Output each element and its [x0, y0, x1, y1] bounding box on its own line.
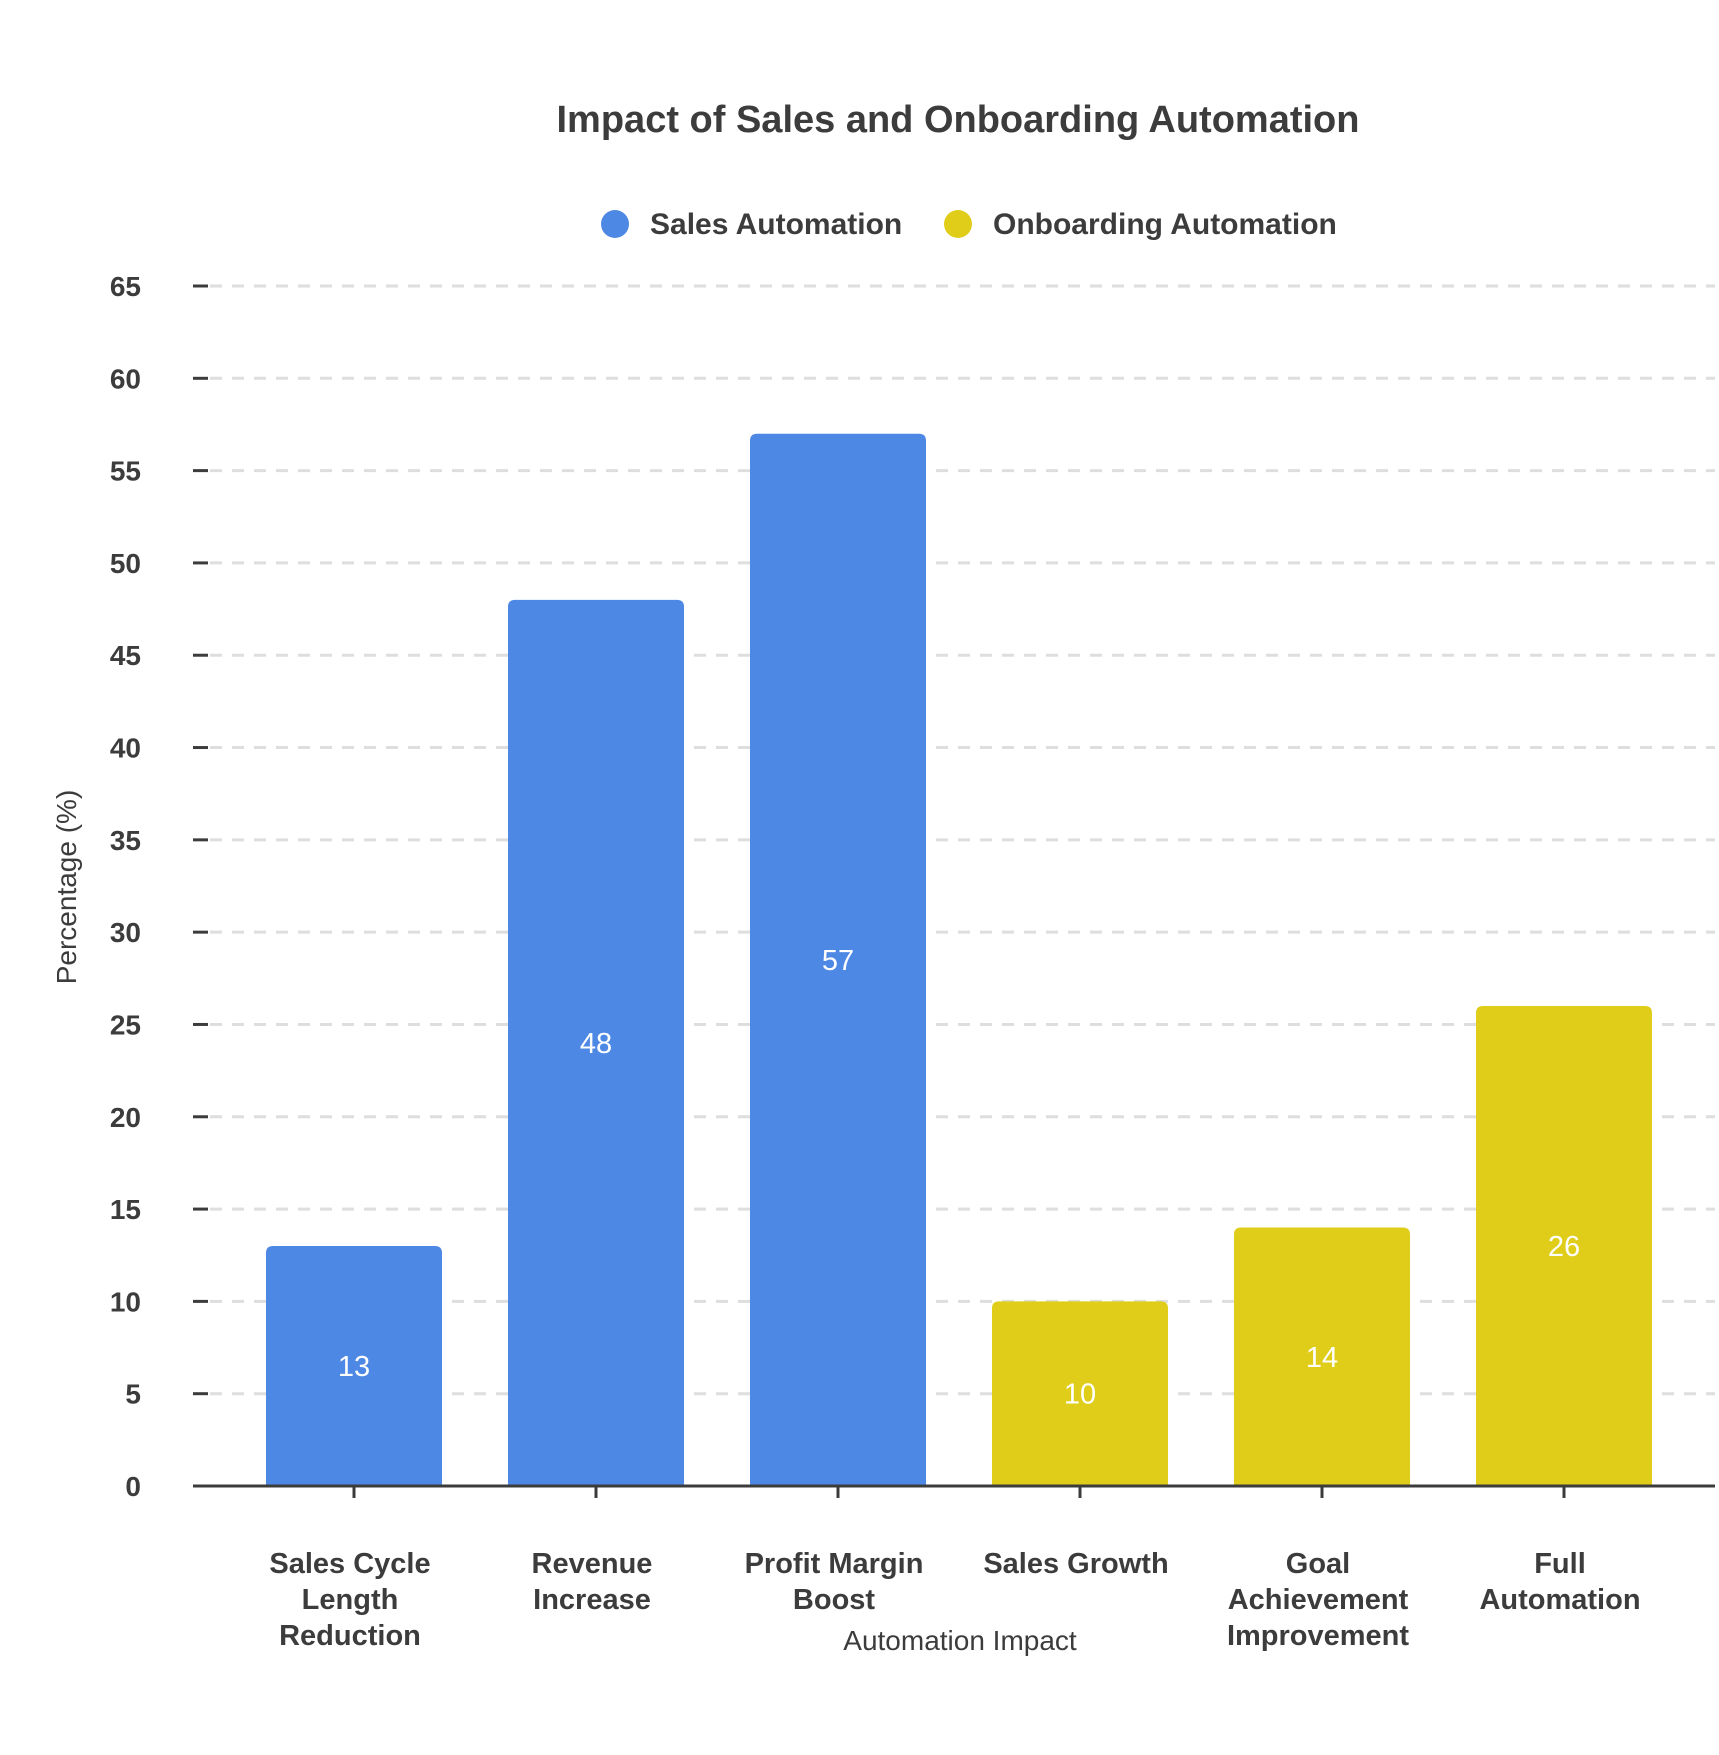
y-tick-label-65: 65 — [110, 271, 141, 302]
bar-2 — [750, 433, 926, 1486]
y-tick-label-40: 40 — [110, 733, 141, 764]
chart-title: Impact of Sales and Onboarding Automatio… — [557, 99, 1360, 141]
y-tick-label-10: 10 — [110, 1286, 141, 1317]
data-label-0: 13 — [338, 1351, 370, 1383]
y-tick-label-5: 5 — [125, 1379, 141, 1410]
y-axis-label: Percentage (%) — [51, 790, 82, 985]
x-axis-label: Automation Impact — [843, 1625, 1077, 1656]
bar-3 — [992, 1301, 1168, 1486]
y-tick-label-30: 30 — [110, 917, 141, 948]
x-tick-label-5: Full Automation — [1479, 1548, 1640, 1616]
legend-marker-1 — [944, 210, 972, 238]
x-tick-label-3: Sales Growth — [983, 1548, 1168, 1580]
y-axis: 0 5 10 15 20 25 30 35 40 45 50 55 60 65 — [110, 271, 208, 1502]
y-tick-label-25: 25 — [110, 1009, 141, 1040]
y-tick-label-45: 45 — [110, 640, 141, 671]
bars: 13 48 57 10 14 26 — [266, 433, 1652, 1486]
x-axis: Sales Cycle Length Reduction Revenue Increas… — [193, 1484, 1715, 1652]
data-label-5: 26 — [1548, 1231, 1580, 1263]
legend-marker-0 — [601, 210, 629, 238]
bar-4 — [1234, 1227, 1410, 1486]
y-tick-label-35: 35 — [110, 825, 141, 856]
x-tick-label-0: Sales Cycle Length Reduction — [269, 1548, 430, 1652]
legend-label-0: Sales Automation — [650, 208, 902, 241]
y-tick-label-0: 0 — [125, 1471, 141, 1502]
x-tick-label-2: Profit Margin Boost — [745, 1548, 924, 1616]
legend: Sales Automation Onboarding Automation — [601, 208, 1337, 241]
y-tick-label-60: 60 — [110, 363, 141, 394]
y-tick-label-55: 55 — [110, 456, 141, 487]
bar-0 — [266, 1246, 442, 1486]
x-tick-label-4: Goal Achievement Improvement — [1227, 1548, 1409, 1652]
data-label-1: 48 — [580, 1028, 612, 1060]
data-label-2: 57 — [822, 945, 854, 977]
data-label-3: 10 — [1064, 1379, 1096, 1411]
bar-5 — [1476, 1006, 1652, 1486]
bar-1 — [508, 599, 684, 1486]
y-tick-label-50: 50 — [110, 548, 141, 579]
x-tick-label-1: Revenue Increase — [532, 1548, 653, 1616]
y-tick-label-15: 15 — [110, 1194, 141, 1225]
gridlines — [210, 284, 1715, 1396]
data-label-4: 14 — [1306, 1342, 1338, 1374]
legend-label-1: Onboarding Automation — [993, 208, 1337, 241]
y-tick-label-20: 20 — [110, 1102, 141, 1133]
